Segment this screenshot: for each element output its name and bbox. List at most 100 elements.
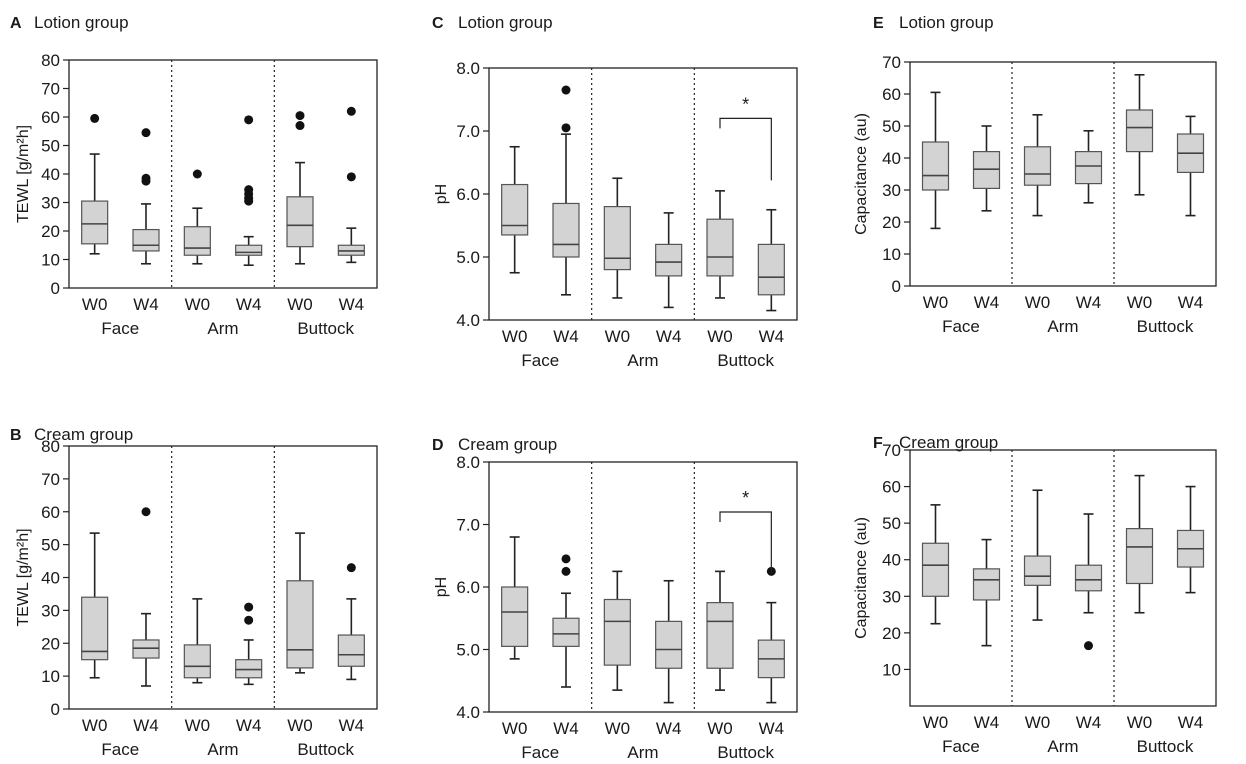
outlier-point (561, 566, 571, 576)
outlier-point (141, 173, 151, 183)
group-label: Buttock (1137, 737, 1194, 756)
box-arm-w0 (183, 169, 211, 265)
y-tick-label: 40 (41, 165, 60, 184)
box-iqr (1074, 564, 1103, 592)
x-tick-label: W0 (1025, 713, 1051, 732)
box-iqr (132, 228, 160, 252)
group-label: Face (101, 740, 139, 759)
x-tick-label: W4 (339, 716, 365, 735)
y-tick-label: 80 (41, 51, 60, 70)
x-tick-label: W0 (82, 716, 108, 735)
y-tick-label: 20 (41, 222, 60, 241)
outlier-point (561, 123, 571, 133)
box-iqr (706, 602, 734, 669)
significance-star: * (742, 488, 749, 508)
panel-title: Cream group (899, 433, 998, 452)
panel-e: E Lotion group Capacitance (au) 0 10 20 30 40 50… (853, 13, 1217, 336)
panel-f: F Cream group Capacitance (au) 10 20 30 40 50 60… (853, 433, 1217, 756)
box-arm-w4 (655, 212, 683, 309)
panel-b: B Cream group TEWL [g/m²h] 0 10 20 30 40 50 60 70 8… (10, 425, 378, 759)
box-iqr (552, 202, 580, 258)
plot-frame (909, 449, 1217, 707)
box-iqr (183, 226, 211, 256)
y-tick-label: 4.0 (456, 311, 480, 330)
panel-a: A Lotion group TEWL [g/m²h] 0 10 20 30 40 50 60 70… (10, 13, 378, 338)
y-tick-label: 20 (41, 634, 60, 653)
box-face-w4 (972, 125, 1001, 212)
x-tick-label: W0 (1025, 293, 1051, 312)
group-label: Face (942, 737, 980, 756)
plot-frame (909, 61, 1217, 287)
outlier-point (295, 111, 305, 121)
x-tick-label: W4 (974, 293, 1000, 312)
x-tick-label: W0 (287, 295, 313, 314)
box-arm-w4 (235, 602, 263, 686)
group-label: Buttock (297, 740, 354, 759)
group-label: Arm (627, 743, 658, 762)
x-tick-label: W4 (133, 295, 159, 314)
y-tick-label: 40 (41, 569, 60, 588)
x-tick-label: W4 (974, 713, 1000, 732)
x-tick-label: W0 (82, 295, 108, 314)
y-tick-label: 20 (882, 213, 901, 232)
y-tick-label: 0 (51, 700, 60, 719)
x-tick-label: W0 (707, 719, 733, 738)
box-arm-w0 (603, 570, 631, 691)
box-iqr (1023, 555, 1052, 586)
y-tick-label: 30 (41, 194, 60, 213)
outlier-point (561, 85, 571, 95)
panel-letter: A (10, 15, 22, 32)
x-tick-label: W0 (502, 719, 528, 738)
panel-letter: D (432, 437, 444, 454)
box-face-w0 (81, 532, 109, 679)
box-iqr (235, 244, 263, 256)
box-arm-w0 (1023, 114, 1052, 217)
box-face-w4 (552, 554, 580, 688)
panel-title: Cream group (34, 425, 133, 444)
y-tick-label: 60 (41, 503, 60, 522)
x-tick-label: W4 (339, 295, 365, 314)
significance-star: * (742, 94, 749, 114)
panel-letter: B (10, 427, 22, 444)
box-iqr (1023, 146, 1052, 186)
box-face-w4 (552, 85, 580, 296)
y-tick-label: 10 (41, 667, 60, 686)
y-tick-label: 5.0 (456, 248, 480, 267)
box-buttock-w4 (757, 566, 785, 704)
y-tick-label: 10 (882, 245, 901, 264)
box-iqr (972, 568, 1001, 601)
box-iqr (81, 200, 109, 245)
y-tick-label: 6.0 (456, 578, 480, 597)
box-iqr (1125, 109, 1154, 153)
x-tick-label: W4 (236, 295, 262, 314)
group-label: Face (521, 351, 559, 370)
y-tick-label: 7.0 (456, 516, 480, 535)
significance-bracket (719, 511, 772, 574)
x-tick-label: W4 (656, 719, 682, 738)
x-tick-label: W4 (133, 716, 159, 735)
box-iqr (655, 620, 683, 669)
panel-title: Cream group (458, 435, 557, 454)
group-label: Face (942, 317, 980, 336)
panel-title: Lotion group (899, 13, 994, 32)
box-iqr (706, 218, 734, 277)
panel-letter: E (873, 15, 884, 32)
panel-letter: C (432, 15, 444, 32)
outlier-point (346, 563, 356, 573)
box-face-w0 (921, 91, 950, 230)
box-face-w4 (972, 538, 1001, 647)
box-iqr (81, 596, 109, 661)
x-tick-label: W0 (923, 293, 949, 312)
box-buttock-w0 (706, 570, 734, 691)
y-tick-label: 0 (892, 277, 901, 296)
x-tick-label: W4 (759, 719, 785, 738)
y-tick-label: 40 (882, 551, 901, 570)
plot-frame (488, 461, 798, 713)
box-iqr (235, 659, 263, 679)
y-tick-label: 60 (882, 85, 901, 104)
x-tick-label: W4 (236, 716, 262, 735)
y-tick-label: 50 (882, 514, 901, 533)
box-iqr (501, 586, 529, 647)
box-iqr (655, 243, 683, 277)
